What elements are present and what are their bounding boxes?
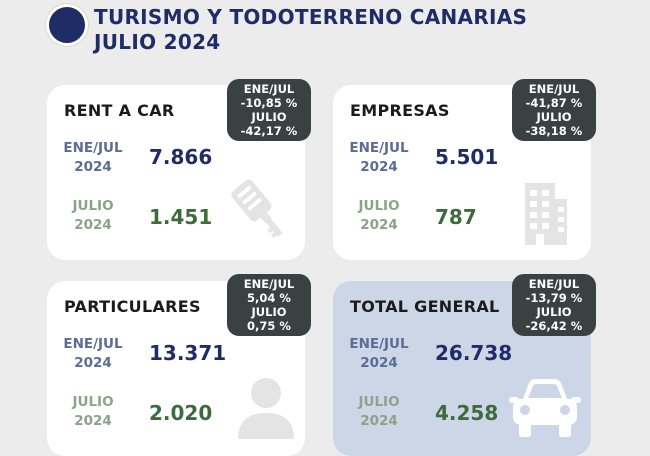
value-ytd: 26.738 (435, 341, 513, 365)
period-month-l2: 2024 (360, 413, 398, 429)
value-month: 2.020 (149, 401, 213, 425)
title-line-2: JULIO 2024 (94, 30, 221, 54)
period-month-l1: JULIO (72, 198, 114, 214)
badge-value-ytd: -13,79 % (525, 291, 583, 305)
value-ytd: 7.866 (149, 145, 213, 169)
period-label-month: JULIO 2024 (347, 197, 411, 235)
period-ytd-l2: 2024 (74, 355, 112, 371)
badge-value-ytd: 5,04 % (247, 291, 291, 305)
title-line-1: TURISMO Y TODOTERRENO CANARIAS (94, 5, 528, 29)
period-ytd-l1: ENE/JUL (349, 336, 409, 352)
period-label-month: JULIO 2024 (61, 393, 125, 431)
badge-label-ytd: ENE/JUL (243, 277, 295, 291)
header-dot (46, 4, 88, 46)
period-month-l1: JULIO (358, 198, 400, 214)
period-ytd-l2: 2024 (74, 159, 112, 175)
change-badge: ENE/JUL 5,04 % JULIO 0,75 % (227, 274, 311, 336)
period-ytd-l2: 2024 (360, 159, 398, 175)
badge-value-month: -42,17 % (240, 124, 298, 138)
badge-value-month: 0,75 % (247, 319, 291, 333)
building-icon (525, 183, 567, 245)
period-month-l2: 2024 (74, 217, 112, 233)
period-ytd-l1: ENE/JUL (349, 140, 409, 156)
value-month: 1.451 (149, 205, 213, 229)
car-key-icon (231, 179, 283, 238)
badge-value-ytd: -41,87 % (525, 96, 583, 110)
period-ytd-l1: ENE/JUL (63, 140, 123, 156)
value-month: 787 (435, 205, 477, 229)
period-month-l2: 2024 (360, 217, 398, 233)
badge-value-ytd: -10,85 % (240, 96, 298, 110)
person-icon (238, 378, 294, 439)
period-month-l1: JULIO (358, 394, 400, 410)
period-month-l2: 2024 (74, 413, 112, 429)
page-title: TURISMO Y TODOTERRENO CANARIAS JULIO 202… (94, 5, 527, 55)
change-badge: ENE/JUL -13,79 % JULIO -26,42 % (512, 274, 596, 336)
badge-value-month: -38,18 % (525, 124, 583, 138)
period-month-l1: JULIO (72, 394, 114, 410)
period-label-ytd: ENE/JUL 2024 (61, 139, 125, 177)
card-title: TOTAL GENERAL (350, 297, 500, 316)
change-badge: ENE/JUL -41,87 % JULIO -38,18 % (512, 79, 596, 141)
value-ytd: 13.371 (149, 341, 227, 365)
period-ytd-l1: ENE/JUL (63, 336, 123, 352)
period-label-ytd: ENE/JUL 2024 (347, 335, 411, 373)
card-title: EMPRESAS (350, 101, 450, 120)
change-badge: ENE/JUL -10,85 % JULIO -42,17 % (227, 79, 311, 141)
badge-label-month: JULIO (251, 110, 287, 124)
period-label-month: JULIO 2024 (61, 197, 125, 235)
badge-label-ytd: ENE/JUL (243, 82, 295, 96)
car-icon (509, 379, 581, 437)
period-ytd-l2: 2024 (360, 355, 398, 371)
badge-label-ytd: ENE/JUL (528, 82, 580, 96)
badge-label-month: JULIO (251, 305, 287, 319)
badge-label-month: JULIO (536, 305, 572, 319)
value-ytd: 5.501 (435, 145, 499, 169)
badge-label-month: JULIO (536, 110, 572, 124)
period-label-month: JULIO 2024 (347, 393, 411, 431)
card-title: PARTICULARES (64, 297, 201, 316)
card-title: RENT A CAR (64, 101, 175, 120)
period-label-ytd: ENE/JUL 2024 (347, 139, 411, 177)
period-label-ytd: ENE/JUL 2024 (61, 335, 125, 373)
value-month: 4.258 (435, 401, 499, 425)
badge-label-ytd: ENE/JUL (528, 277, 580, 291)
badge-value-month: -26,42 % (525, 319, 583, 333)
